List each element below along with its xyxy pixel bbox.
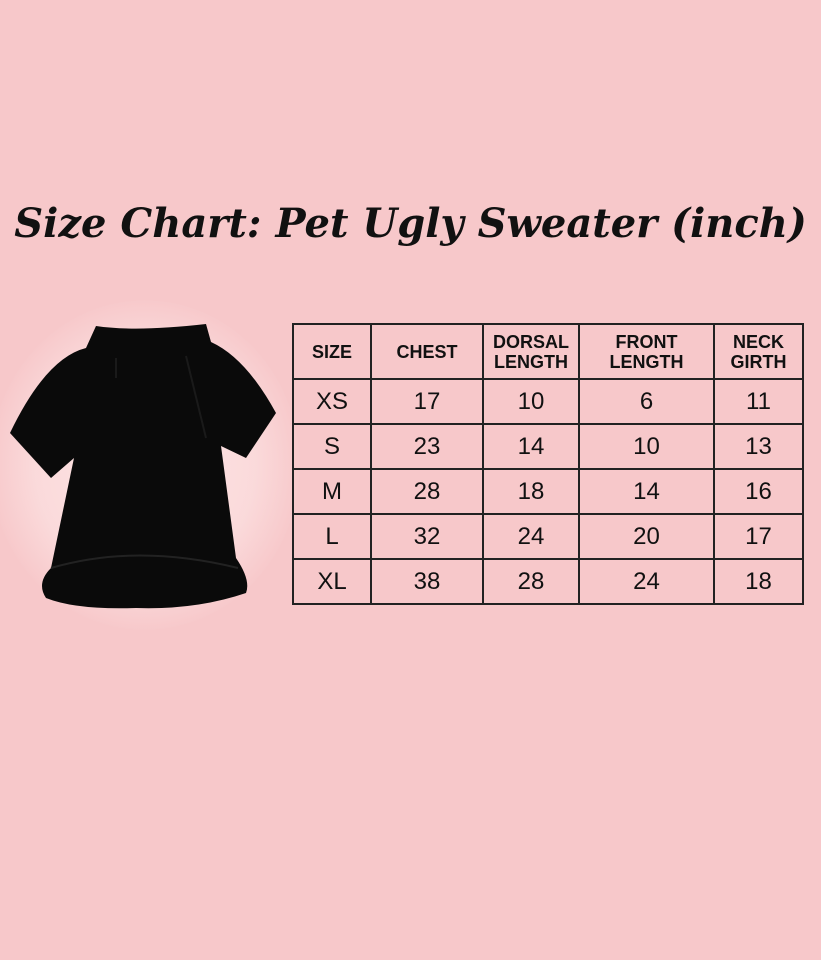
- header-size: SIZE: [292, 323, 372, 380]
- table-cell: 32: [370, 513, 484, 560]
- table-cell: L: [292, 513, 372, 560]
- table-cell: 10: [482, 378, 580, 425]
- table-row: S 23 14 10 13: [292, 423, 804, 470]
- table-row: M 28 18 14 16: [292, 468, 804, 515]
- page-title: Size Chart: Pet Ugly Sweater (inch): [14, 200, 807, 247]
- table-cell: 14: [578, 468, 715, 515]
- table-cell: 18: [713, 558, 804, 605]
- table-cell: 24: [578, 558, 715, 605]
- table-cell: 16: [713, 468, 804, 515]
- table-cell: 14: [482, 423, 580, 470]
- black-pet-sweater-image: [10, 324, 276, 609]
- table-row: XL 38 28 24 18: [292, 558, 804, 605]
- table-cell: 28: [370, 468, 484, 515]
- table-cell: 10: [578, 423, 715, 470]
- table-row: XS 17 10 6 11: [292, 378, 804, 425]
- table-cell: XS: [292, 378, 372, 425]
- table-cell: XL: [292, 558, 372, 605]
- table-row: L 32 24 20 17: [292, 513, 804, 560]
- table-cell: 17: [713, 513, 804, 560]
- header-dorsal-length: DORSAL LENGTH: [482, 323, 580, 380]
- table-cell: 24: [482, 513, 580, 560]
- table-cell: 13: [713, 423, 804, 470]
- size-chart-table: SIZE CHEST DORSAL LENGTH FRONT LENGTH NE…: [292, 323, 804, 605]
- header-chest: CHEST: [370, 323, 484, 380]
- table-cell: 17: [370, 378, 484, 425]
- table-cell: 20: [578, 513, 715, 560]
- table-cell: 18: [482, 468, 580, 515]
- table-cell: 23: [370, 423, 484, 470]
- table-cell: 28: [482, 558, 580, 605]
- table-cell: M: [292, 468, 372, 515]
- table-header-row: SIZE CHEST DORSAL LENGTH FRONT LENGTH NE…: [292, 323, 804, 380]
- table-cell: 38: [370, 558, 484, 605]
- header-front-length: FRONT LENGTH: [578, 323, 715, 380]
- table-cell: 11: [713, 378, 804, 425]
- table-cell: 6: [578, 378, 715, 425]
- header-neck-girth: NECK GIRTH: [713, 323, 804, 380]
- table-cell: S: [292, 423, 372, 470]
